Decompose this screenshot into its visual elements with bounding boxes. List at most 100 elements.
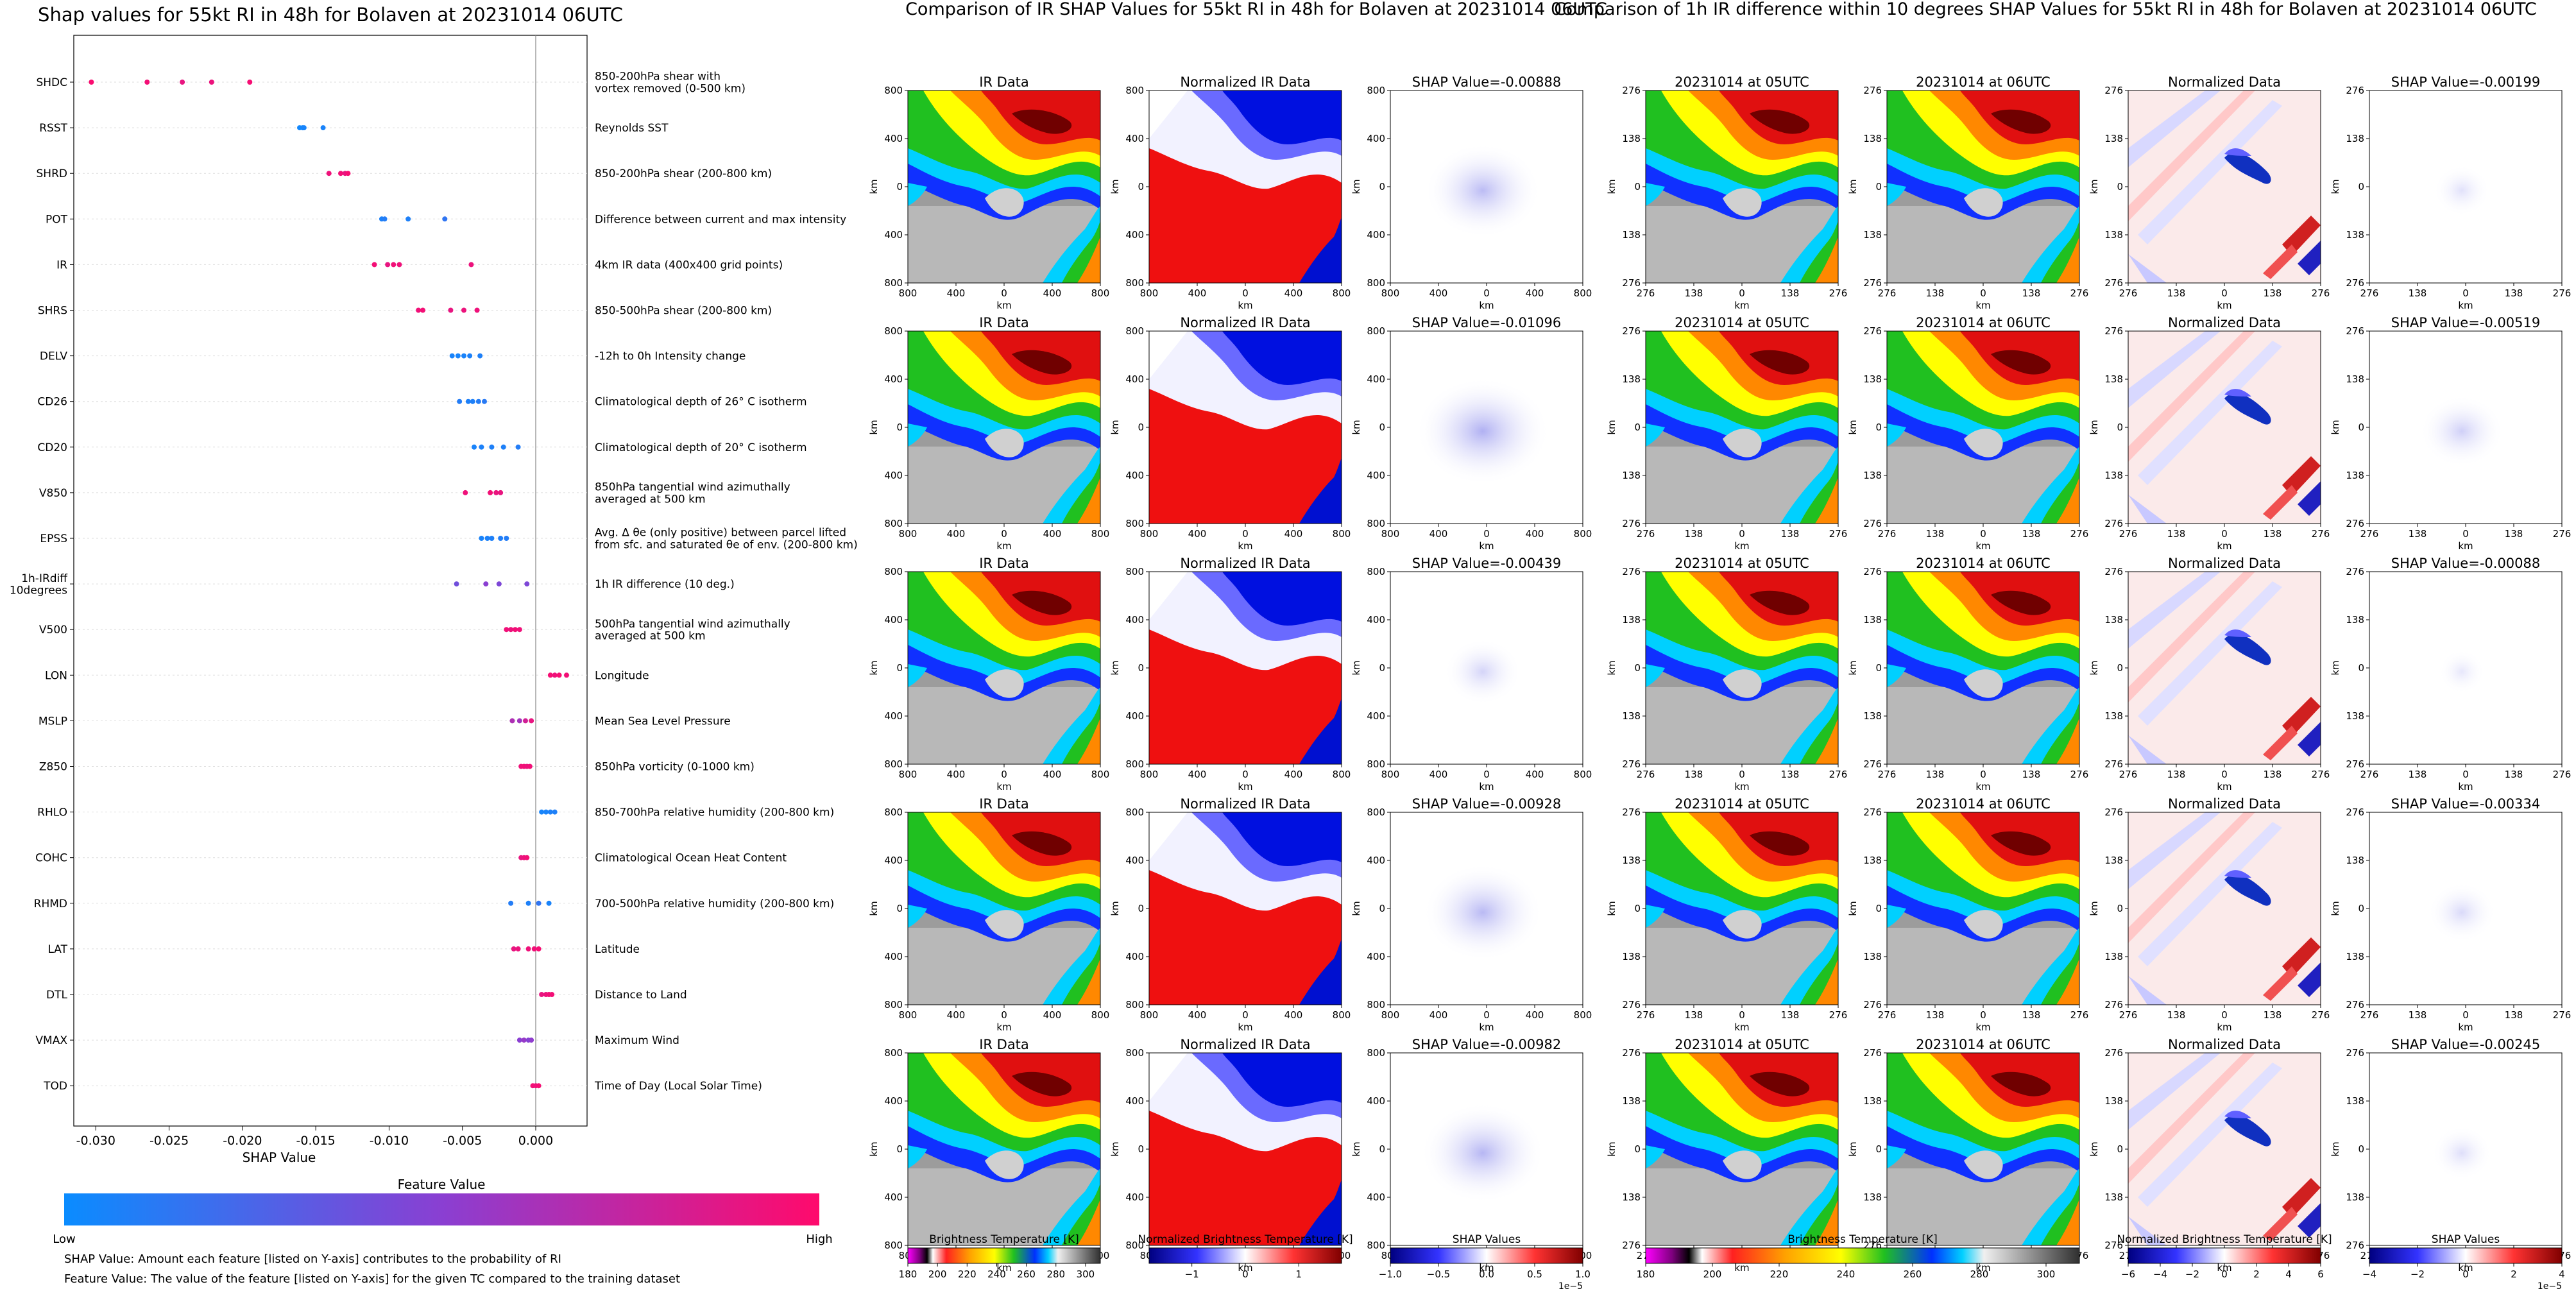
colorbar-scale-factor: 1e−5 bbox=[1558, 1281, 1583, 1289]
x-tick-label: 138 bbox=[2505, 287, 2523, 299]
y-tick-label: 276 bbox=[2346, 566, 2364, 577]
x-axis-label: km bbox=[2217, 1021, 2231, 1033]
y-tick-label: 138 bbox=[1622, 470, 1641, 481]
colorbar-tick-label: −1 bbox=[1185, 1268, 1199, 1280]
y-tick-label: 800 bbox=[1367, 325, 1385, 337]
feature-description: 850hPa vorticity (0-1000 km) bbox=[595, 761, 755, 774]
y-tick-label: 276 bbox=[1622, 1047, 1641, 1059]
x-axis-label: km bbox=[1238, 1262, 1252, 1274]
colorbar-tick-label: −2 bbox=[2185, 1268, 2199, 1280]
y-axis-label: km bbox=[1109, 1141, 1121, 1156]
y-axis-label: km bbox=[1847, 420, 1859, 434]
shap-point bbox=[326, 171, 332, 176]
x-tick-label: 138 bbox=[2022, 769, 2041, 780]
y-tick-label: 0 bbox=[1138, 422, 1144, 433]
shap-point bbox=[516, 1037, 522, 1043]
shap-point bbox=[209, 80, 214, 85]
x-tick-label: 0 bbox=[1980, 528, 1986, 540]
y-tick-label: 276 bbox=[2346, 277, 2364, 289]
shap-point bbox=[525, 900, 531, 906]
y-tick-label: 800 bbox=[884, 325, 903, 337]
panel-title: Normalized IR Data bbox=[1180, 74, 1310, 90]
y-tick-label: 0 bbox=[2358, 903, 2364, 914]
y-tick-label: 400 bbox=[1367, 470, 1385, 481]
y-axis-label: km bbox=[1847, 660, 1859, 675]
x-tick-label: 138 bbox=[1685, 1009, 1703, 1021]
panel-image bbox=[1149, 1053, 1342, 1245]
shap-point bbox=[525, 946, 531, 952]
x-tick-label: 800 bbox=[1091, 528, 1110, 540]
x-tick-label: 138 bbox=[2022, 528, 2041, 540]
y-tick-label: 138 bbox=[2346, 855, 2364, 866]
colorbar-tick-label: 2 bbox=[2253, 1268, 2260, 1280]
y-tick-label: 276 bbox=[1622, 325, 1641, 337]
y-tick-label: 0 bbox=[2358, 662, 2364, 674]
x-tick-label: 276 bbox=[1637, 287, 1655, 299]
x-axis-label: km bbox=[2458, 1262, 2473, 1274]
x-tick-label: 276 bbox=[2070, 769, 2089, 780]
colorbar bbox=[1390, 1247, 1583, 1264]
panel-title: SHAP Value=-0.00334 bbox=[2391, 796, 2541, 812]
y-tick-label: 138 bbox=[1622, 855, 1641, 866]
shap-point bbox=[516, 718, 522, 724]
x-tick-label: 400 bbox=[947, 528, 966, 540]
x-tick-label: 276 bbox=[2312, 769, 2330, 780]
y-tick-label: 0 bbox=[1379, 1143, 1385, 1155]
x-tick-label: 400 bbox=[1526, 1009, 1544, 1021]
y-tick-label: 276 bbox=[2346, 999, 2364, 1011]
x-tick-label: 276 bbox=[1829, 528, 1848, 540]
x-tick-label: 138 bbox=[1926, 1009, 1945, 1021]
x-tick-label: 0 bbox=[1980, 769, 1986, 780]
shap-point bbox=[180, 80, 185, 85]
feature-code-label: V500 bbox=[39, 624, 67, 636]
colorbar-scale-factor: 1e−5 bbox=[2538, 1281, 2562, 1289]
feature-code-label: IR bbox=[56, 259, 67, 271]
y-axis-label: km bbox=[868, 1141, 880, 1156]
x-tick-label: 800 bbox=[899, 528, 917, 540]
ir-diff-shap-comparison: Comparison of 1h IR difference within 10… bbox=[1554, 0, 2571, 1289]
y-tick-label: 0 bbox=[896, 422, 903, 433]
x-tick-label: 138 bbox=[1926, 287, 1945, 299]
y-tick-label: 138 bbox=[2346, 373, 2364, 385]
y-tick-label: 400 bbox=[1125, 855, 1144, 866]
shap-point bbox=[500, 444, 506, 450]
feature-code-label: EPSS bbox=[40, 533, 67, 545]
x-tick-label: 400 bbox=[1526, 528, 1544, 540]
shap-point bbox=[448, 307, 454, 313]
shap-point bbox=[531, 946, 537, 952]
y-tick-label: 276 bbox=[1863, 325, 1882, 337]
grid-figure-title: Comparison of 1h IR difference within 10… bbox=[1554, 0, 2537, 19]
shap-point bbox=[504, 627, 509, 633]
shap-point bbox=[479, 444, 484, 450]
x-tick-label: 0 bbox=[1242, 287, 1249, 299]
y-tick-label: 138 bbox=[1622, 614, 1641, 626]
x-axis-label: km bbox=[1479, 540, 1494, 552]
x-tick-label: 276 bbox=[2553, 769, 2572, 780]
shap-point bbox=[564, 672, 569, 678]
x-tick-label: 276 bbox=[2360, 769, 2379, 780]
x-tick-label: 138 bbox=[2167, 287, 2186, 299]
y-tick-label: 800 bbox=[884, 518, 903, 529]
y-tick-label: 800 bbox=[1125, 758, 1144, 770]
x-tick-label: 800 bbox=[1091, 769, 1110, 780]
x-tick-label: 400 bbox=[1429, 769, 1448, 780]
y-tick-label: 400 bbox=[1125, 229, 1144, 241]
feature-description: 1h IR difference (10 deg.) bbox=[595, 578, 735, 591]
shap-point bbox=[382, 216, 388, 222]
y-tick-label: 0 bbox=[1634, 181, 1641, 192]
x-axis-label: km bbox=[2217, 1262, 2231, 1274]
y-tick-label: 0 bbox=[2358, 181, 2364, 192]
shap-point bbox=[496, 581, 502, 587]
feature-description: Latitude bbox=[595, 943, 640, 956]
feature-description: 700-500hPa relative humidity (200-800 km… bbox=[595, 898, 834, 910]
y-tick-label: 138 bbox=[1863, 229, 1882, 241]
x-tick-label: 400 bbox=[1429, 528, 1448, 540]
feature-description: -12h to 0h Intensity change bbox=[595, 350, 746, 363]
x-tick-label: 0 bbox=[1980, 287, 1986, 299]
panel-image bbox=[1149, 812, 1342, 1005]
shap-summary-panel: Shap values for 55kt RI in 48h for Bolav… bbox=[10, 4, 858, 1286]
x-tick-label: 0 bbox=[1739, 287, 1745, 299]
y-axis-label: km bbox=[868, 420, 880, 434]
y-tick-label: 276 bbox=[2346, 518, 2364, 529]
y-tick-label: 0 bbox=[1875, 662, 1882, 674]
